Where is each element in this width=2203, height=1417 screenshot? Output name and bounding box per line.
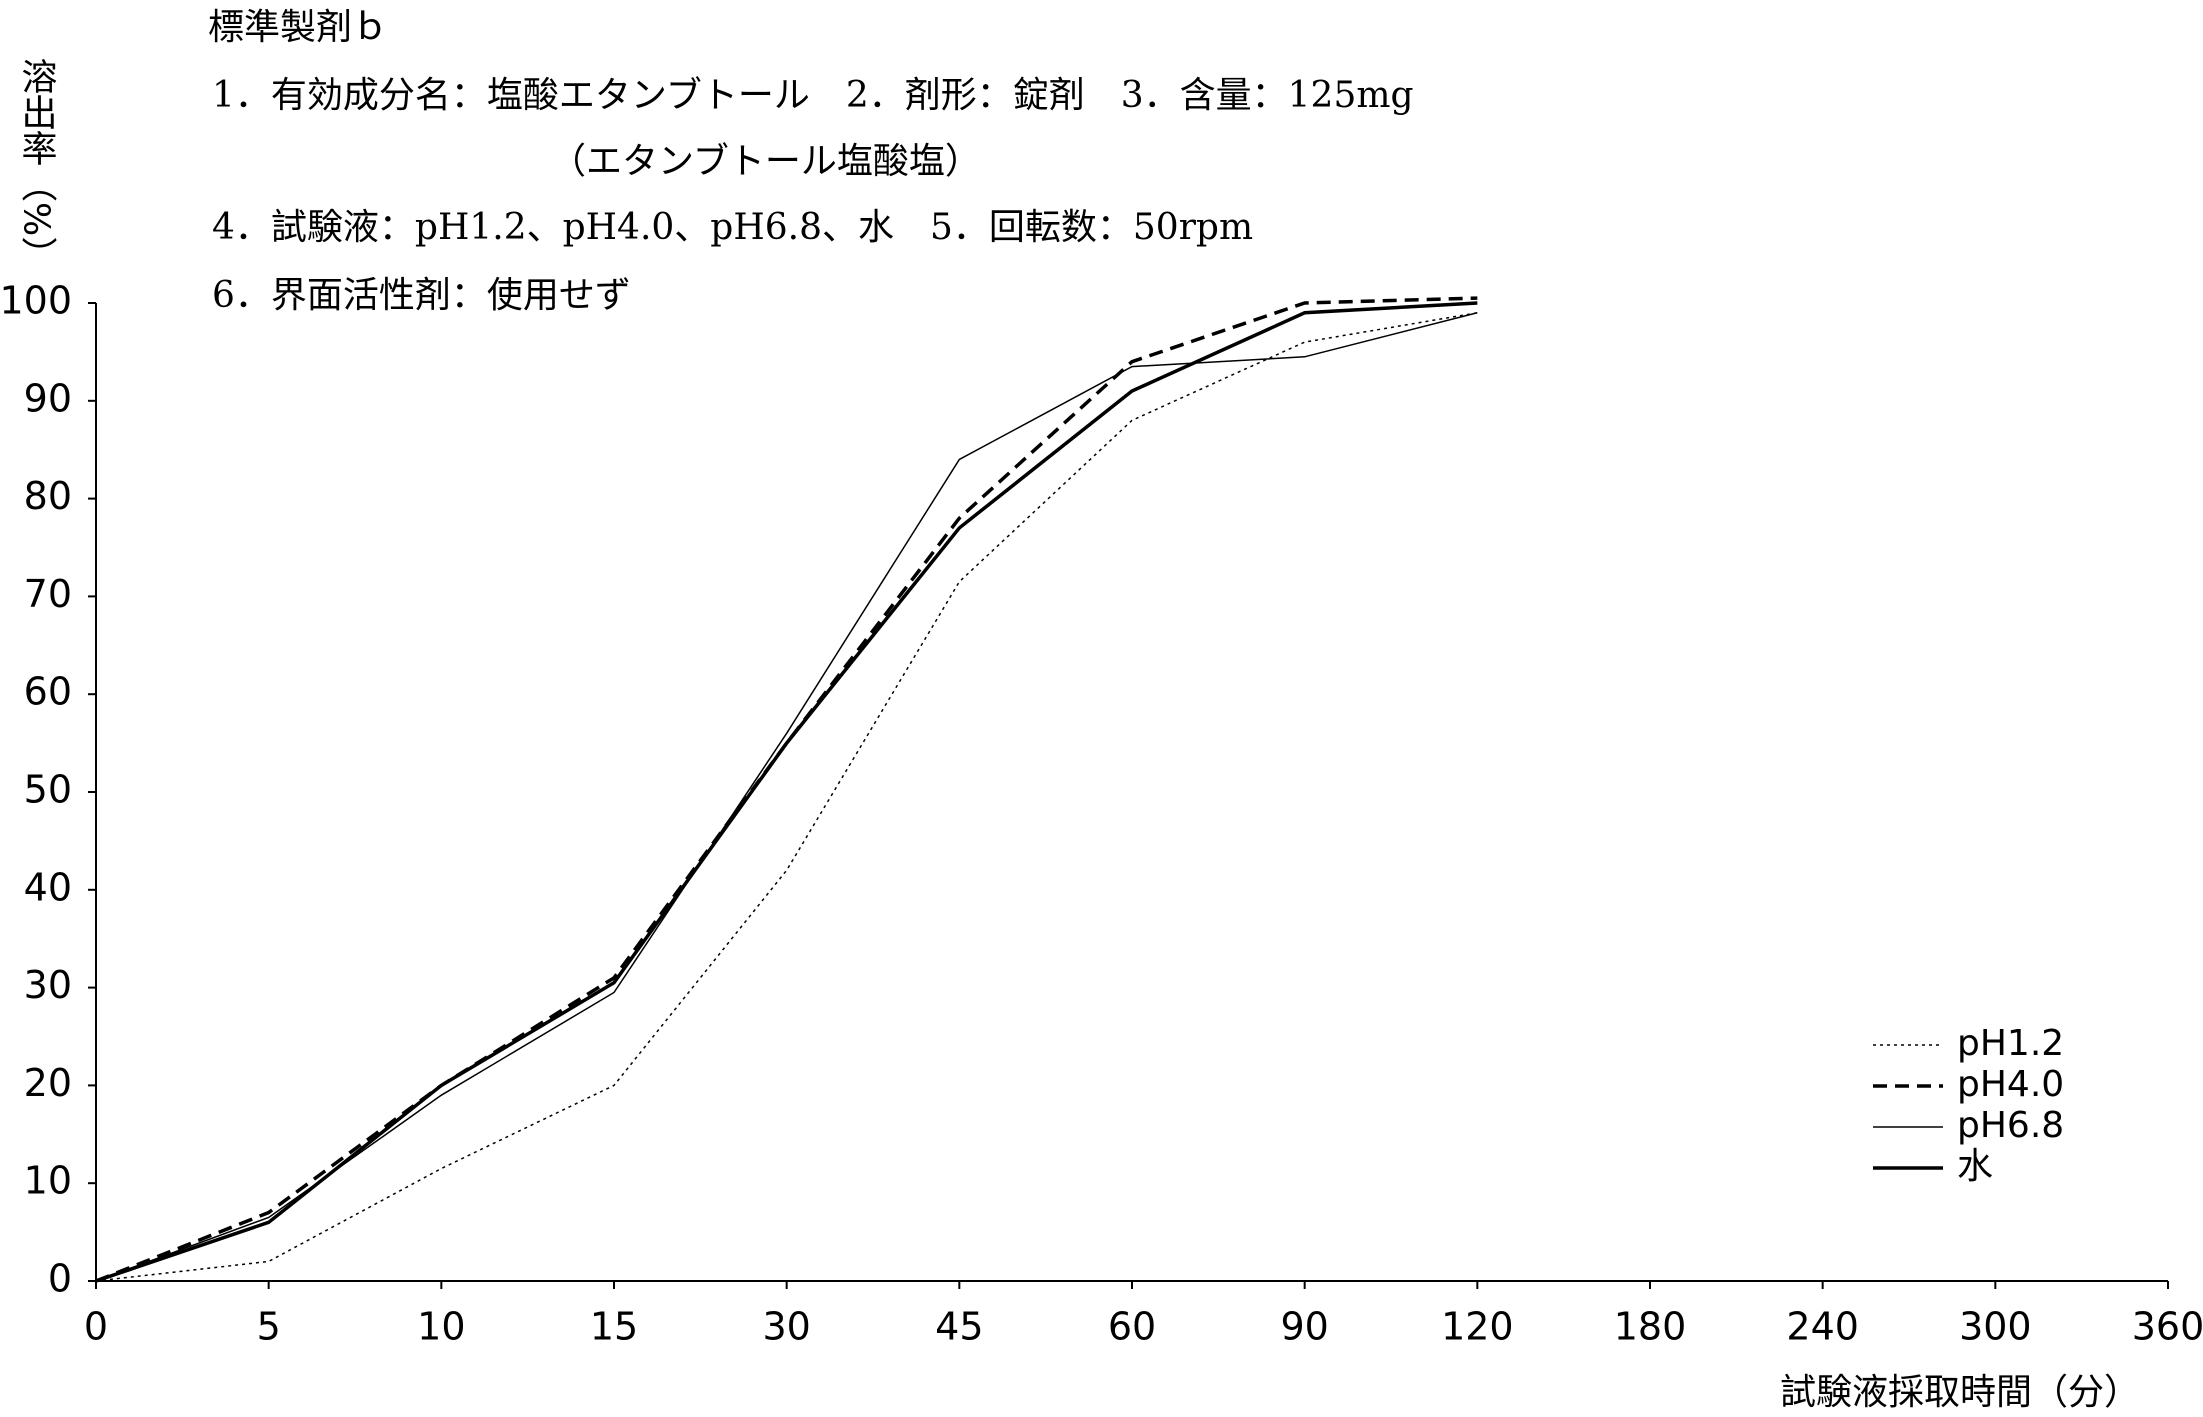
- x-tick-label: 45: [935, 1305, 983, 1349]
- y-axis-label: 溶出率（%）: [16, 58, 58, 273]
- series-line: [95, 296, 1478, 1283]
- annotation: 4．試験液：pH1.2、pH4.0、pH6.8、水 5．回転数：50rpm: [212, 207, 1253, 248]
- y-tick-label: 30: [24, 963, 72, 1007]
- y-tick-label: 10: [24, 1159, 72, 1203]
- x-tick-label: 30: [762, 1305, 810, 1349]
- y-tick-label: 80: [24, 474, 72, 518]
- legend-label: pH1.2: [1957, 1023, 2064, 1064]
- x-axis-label: 試験液採取時間（分）: [1780, 1372, 2140, 1413]
- y-tick-label: 0: [48, 1257, 72, 1301]
- annotation: 6．界面活性剤：使用せず: [212, 275, 631, 316]
- x-tick-label: 10: [417, 1305, 465, 1349]
- x-tick-label: 15: [590, 1305, 638, 1349]
- series-line: [95, 312, 1478, 1282]
- series-line: [95, 301, 1478, 1283]
- x-tick-label: 90: [1280, 1305, 1328, 1349]
- y-tick-label: 20: [24, 1061, 72, 1105]
- x-tick-label: 240: [1786, 1305, 1859, 1349]
- x-tick-label: 5: [257, 1305, 281, 1349]
- x-tick-label: 360: [2132, 1305, 2203, 1349]
- legend-label: 水: [1957, 1146, 1993, 1187]
- x-tick-label: 0: [84, 1305, 108, 1349]
- x-tick-label: 300: [1959, 1305, 2032, 1349]
- y-tick-label: 100: [0, 279, 72, 323]
- chart-title: 標準製剤ｂ: [208, 7, 388, 48]
- y-tick-label: 60: [24, 670, 72, 714]
- x-tick-label: 120: [1441, 1305, 1514, 1349]
- y-tick-label: 90: [24, 376, 72, 420]
- x-tick-label: 60: [1108, 1305, 1156, 1349]
- legend-label: pH6.8: [1957, 1105, 2064, 1146]
- annotation: （エタンブトール塩酸塩）: [550, 141, 981, 182]
- legend-label: pH4.0: [1957, 1064, 2064, 1105]
- y-tick-label: 50: [24, 768, 72, 812]
- series-line: [95, 312, 1478, 1282]
- x-tick-label: 180: [1614, 1305, 1687, 1349]
- y-tick-label: 40: [24, 865, 72, 909]
- annotation: 1．有効成分名：塩酸エタンブトール 2．剤形：錠剤 3．含量：125mg: [212, 75, 1414, 116]
- y-tick-label: 70: [24, 572, 72, 616]
